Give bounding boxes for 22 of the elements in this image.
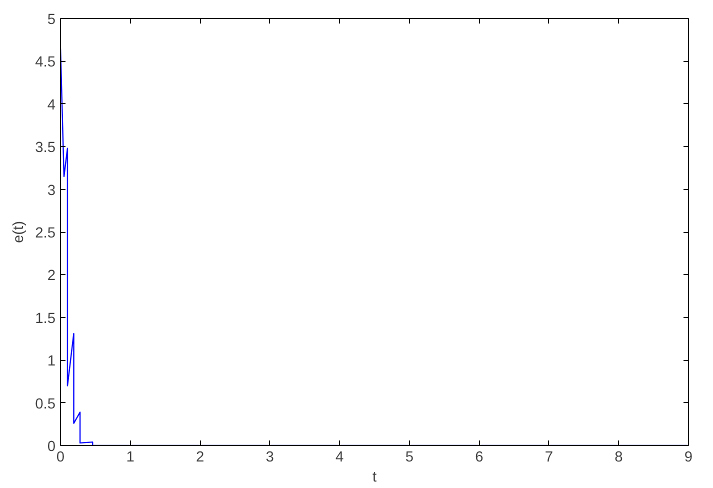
- x-tick-label: 1: [126, 450, 134, 466]
- y-tick-label: 1.5: [35, 310, 56, 327]
- y-tick-label: 0.5: [35, 396, 56, 412]
- y-axis-title: e(t): [11, 221, 28, 243]
- y-tick-label: 4.5: [35, 54, 56, 71]
- x-tick-label: 3: [266, 450, 274, 466]
- x-tick-label: 4: [336, 450, 344, 466]
- y-tick-label: 2.5: [35, 226, 56, 242]
- y-tick-label: 3.5: [35, 140, 56, 156]
- y-tick-label: 1: [47, 354, 56, 370]
- x-tick-label: 7: [544, 450, 554, 466]
- x-tick-label: 8: [614, 450, 623, 466]
- x-tick-label: 5: [405, 450, 414, 466]
- x-tick-label: 2: [196, 450, 204, 466]
- x-tick-label: 6: [475, 450, 484, 466]
- y-tick-label: 5: [47, 12, 56, 28]
- y-tick-label: 4: [47, 97, 56, 114]
- x-tick-label: 9: [684, 450, 693, 466]
- y-tick-label: 3: [47, 182, 56, 199]
- x-axis-title: t: [372, 470, 377, 486]
- y-tick-label: 0: [47, 439, 56, 455]
- y-tick-label: 2: [47, 268, 56, 284]
